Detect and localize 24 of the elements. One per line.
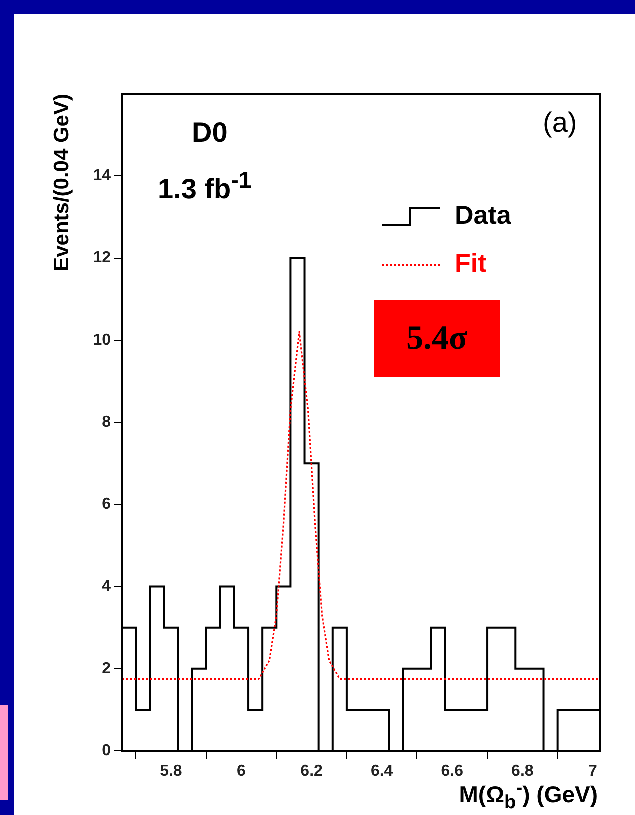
x-tick-label: 6.6 (441, 763, 464, 780)
y-tick-label: 6 (102, 496, 112, 514)
x-axis-title: M(Ω$_{b}$$^{-}$) (GeV) (459, 778, 598, 814)
annotation: (a) (543, 107, 578, 139)
y-tick-label: 0 (102, 742, 112, 760)
y-tick-label: 10 (93, 332, 112, 349)
annotation: 5.4σ (406, 320, 468, 358)
y-tick-label: 12 (93, 250, 112, 267)
legend-label: Data (455, 200, 512, 230)
y-tick-label: 2 (102, 660, 112, 678)
y-tick-label: 8 (102, 414, 112, 431)
y-tick-label: 4 (102, 578, 112, 596)
annotation: 1.3 fb$^{-1}$ (158, 167, 252, 206)
x-tick-label: 5.8 (160, 763, 182, 780)
y-tick-label: 14 (93, 168, 112, 185)
x-tick-label: 6.2 (300, 763, 324, 780)
annotation: D0 (192, 117, 228, 149)
x-tick-label: 6.4 (370, 763, 394, 780)
x-tick-label: 6.8 (512, 763, 534, 780)
label-box: 5.4σ (374, 300, 500, 377)
legend-label: Fit (455, 248, 488, 278)
x-tick-label: 6 (237, 763, 246, 780)
x-tick-label: 7 (588, 763, 598, 780)
y-axis-title: Events/(0.04 GeV) (50, 94, 74, 272)
